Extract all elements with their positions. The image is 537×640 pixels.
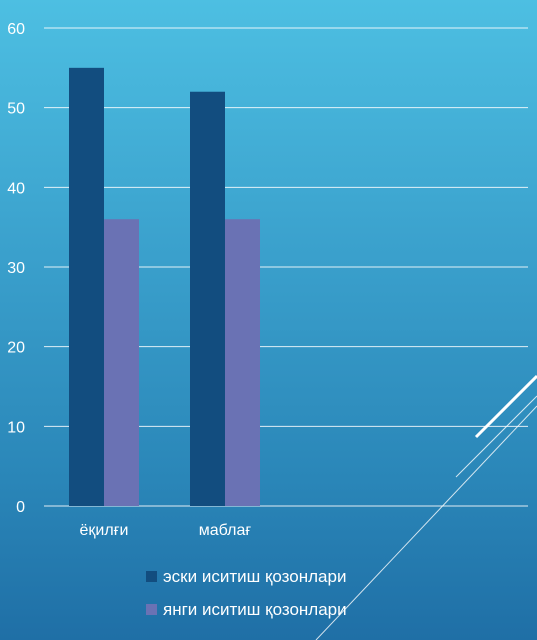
y-tick-label-40: 40 — [7, 180, 25, 197]
legend-item-old-boilers: эски иситиш қозонлари — [146, 560, 347, 593]
legend-swatch-old — [146, 571, 157, 582]
x-category-label-1: маблағ — [199, 522, 252, 539]
bars — [69, 67, 260, 506]
legend-item-new-boilers: янги иситиш қозонлари — [146, 593, 347, 626]
bar-series0-cat1 — [190, 91, 225, 506]
bar-series0-cat0 — [69, 67, 104, 506]
y-tick-label-50: 50 — [7, 101, 25, 118]
bar-series1-cat1 — [225, 219, 260, 506]
x-category-label-0: ёқилғи — [80, 522, 129, 539]
legend-label-new: янги иситиш қозонлари — [163, 599, 347, 619]
bar-series1-cat0 — [104, 219, 139, 506]
x-axis-categories: ёқилғи маблағ — [80, 522, 252, 539]
legend-label-old: эски иситиш қозонлари — [163, 566, 347, 586]
legend: эски иситиш қозонлари янги иситиш қозонл… — [146, 560, 347, 626]
y-tick-label-60: 60 — [7, 21, 25, 38]
y-axis-ticks: 0 10 20 30 40 50 60 — [7, 21, 25, 516]
y-tick-label-30: 30 — [7, 260, 25, 277]
decorative-lines — [315, 374, 537, 640]
y-tick-label-0: 0 — [16, 499, 25, 516]
legend-swatch-new — [146, 604, 157, 615]
y-tick-label-20: 20 — [7, 340, 25, 357]
y-tick-label-10: 10 — [7, 419, 25, 436]
